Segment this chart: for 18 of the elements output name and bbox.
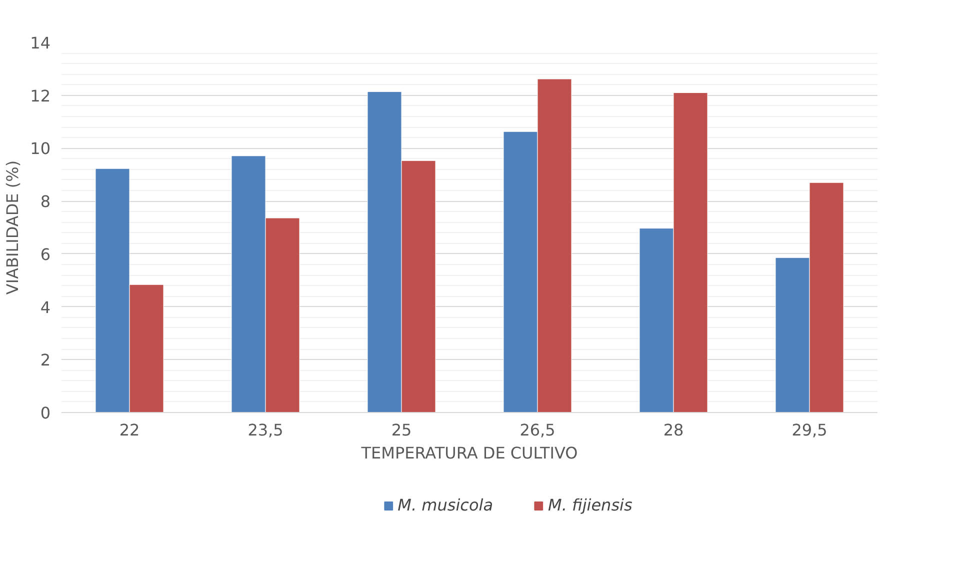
y-tick-label: 4 bbox=[40, 298, 51, 317]
y-tick-label: 14 bbox=[30, 34, 50, 52]
y-tick-label: 0 bbox=[40, 404, 51, 422]
y-axis-title: VIABILIDADE (%) bbox=[3, 160, 22, 295]
x-tick-label: 23,5 bbox=[248, 420, 284, 440]
y-tick-label: 12 bbox=[30, 86, 50, 106]
y-tick-label: 10 bbox=[30, 139, 50, 158]
legend-label: M. musicola bbox=[398, 496, 494, 514]
y-tick-label: 6 bbox=[40, 244, 51, 264]
x-tick-label: 22 bbox=[119, 420, 140, 440]
x-tick-label: 28 bbox=[663, 420, 684, 440]
y-tick-label: 2 bbox=[40, 350, 51, 370]
x-tick-label: 25 bbox=[391, 420, 412, 440]
y-tick-label: 8 bbox=[40, 192, 51, 212]
x-tick-label: 29,5 bbox=[792, 420, 828, 440]
x-tick-label: 26,5 bbox=[520, 420, 556, 440]
legend-label: M. fijiensis bbox=[548, 496, 632, 514]
x-axis-title: TEMPERATURA DE CULTIVO bbox=[360, 444, 578, 462]
